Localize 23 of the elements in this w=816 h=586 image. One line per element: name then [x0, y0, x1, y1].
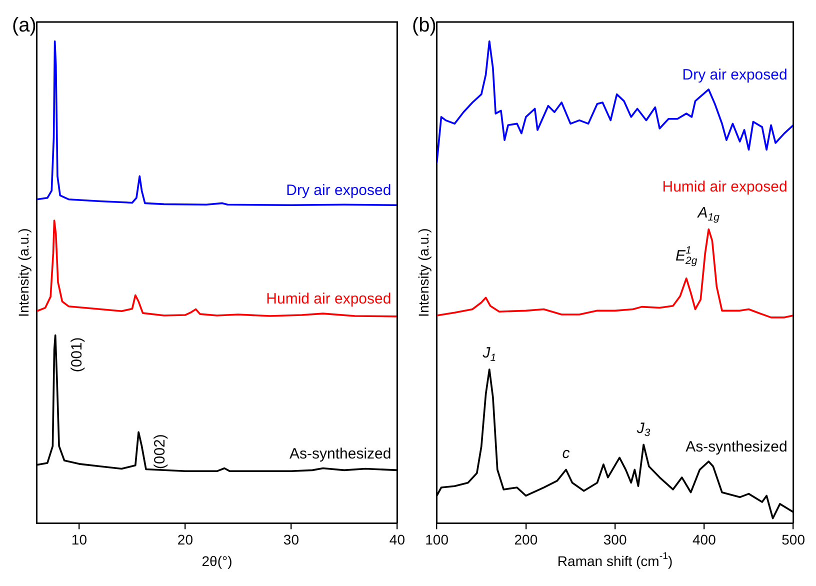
text: Humid air exposed — [662, 178, 788, 196]
x-tick-label: 500 — [782, 531, 806, 548]
x-tick-label: 100 — [425, 531, 449, 548]
series-label: Dry air exposed — [286, 182, 392, 199]
annotation: c — [562, 444, 570, 462]
y-axis-title: Intensity (a.u.) — [415, 228, 432, 317]
x-tick-label: 10 — [71, 531, 88, 548]
x-tick-label: 30 — [283, 531, 300, 548]
series-label: As-synthesized — [290, 445, 392, 462]
x-tick-label: 40 — [389, 531, 406, 548]
x-tick-label: 400 — [692, 531, 716, 548]
y-axis-title: Intensity (a.u.) — [15, 228, 32, 317]
x-axis-title: 2θ(°) — [202, 552, 232, 569]
series-label: As-synthesized — [686, 438, 788, 456]
x-tick-label: 300 — [603, 531, 627, 548]
annotation: (001) — [68, 337, 86, 372]
x-tick-label: 20 — [177, 531, 194, 548]
x-tick-label: 200 — [514, 531, 538, 548]
series-label: Dry air exposed — [682, 66, 788, 84]
series-label: Humid air exposed — [266, 290, 392, 308]
chart-title: (a) — [12, 14, 36, 37]
chart-title: (b) — [412, 14, 436, 37]
annotation: (002) — [152, 434, 169, 470]
